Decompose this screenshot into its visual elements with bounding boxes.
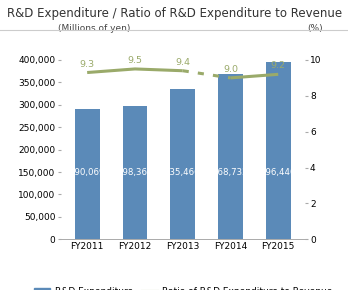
Text: (%): (%) — [307, 24, 323, 33]
Text: 9.2: 9.2 — [271, 61, 286, 70]
Text: 9.3: 9.3 — [80, 59, 95, 68]
Text: 9.5: 9.5 — [127, 56, 142, 65]
Text: 298,362: 298,362 — [117, 168, 153, 177]
Text: 335,460: 335,460 — [165, 168, 200, 177]
Bar — [218, 74, 243, 239]
Text: 9.4: 9.4 — [175, 58, 190, 67]
Bar — [170, 89, 195, 239]
Text: 9.0: 9.0 — [223, 65, 238, 74]
Legend: R&D Expenditure, Ratio of R&D Expenditure to Revenue: R&D Expenditure, Ratio of R&D Expenditur… — [34, 287, 333, 290]
Text: R&D Expenditure / Ratio of R&D Expenditure to Revenue: R&D Expenditure / Ratio of R&D Expenditu… — [7, 7, 342, 20]
Text: (Millions of yen): (Millions of yen) — [58, 24, 131, 33]
Text: 368,732: 368,732 — [213, 168, 248, 177]
Bar — [122, 106, 147, 239]
Bar — [266, 61, 291, 239]
Text: 396,440: 396,440 — [261, 168, 296, 177]
Bar — [75, 109, 100, 239]
Text: 290,069: 290,069 — [70, 168, 105, 177]
